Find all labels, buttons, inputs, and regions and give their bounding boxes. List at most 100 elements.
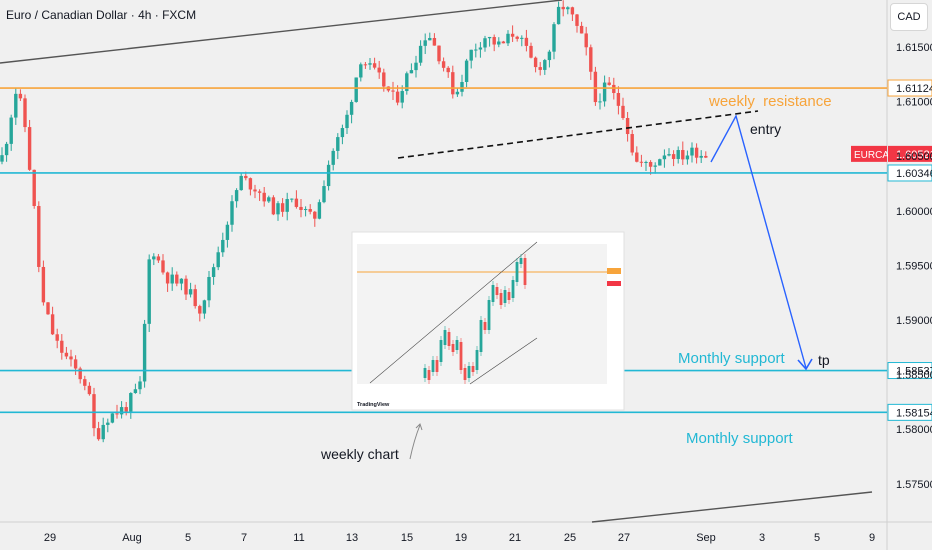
time-axis[interactable]: 29 Aug 5 7 11 13 15 19 21 25 27 Sep 3 5 9	[44, 532, 875, 544]
candle-body	[676, 150, 680, 159]
lower-channel-line	[591, 491, 873, 523]
price-tick-label: 1.60000	[896, 206, 932, 218]
candle-body	[276, 203, 280, 215]
candle-body	[313, 211, 317, 219]
candle-body	[694, 147, 699, 158]
candle-body	[405, 73, 409, 92]
candle-body	[184, 278, 188, 295]
candle-body	[414, 62, 418, 71]
candle-body	[639, 161, 644, 163]
candle-body	[704, 155, 708, 158]
candle-body	[589, 47, 593, 72]
candle-body	[156, 256, 161, 261]
candle-body	[115, 413, 119, 415]
price-axis[interactable]: 1.61500 1.61000 1.60500 1.60000 1.59500 1.590…	[896, 42, 932, 491]
candle-body	[188, 289, 193, 295]
inset-candle-body	[483, 322, 487, 330]
candle-body	[83, 379, 87, 386]
candle-body	[271, 197, 276, 215]
currency-button[interactable]: CAD	[890, 3, 928, 31]
candle-body	[326, 164, 331, 187]
price-tick-label: 1.58500	[896, 370, 932, 382]
channel-lines	[0, 0, 873, 523]
candle-body	[409, 70, 414, 74]
candle-body	[653, 165, 657, 167]
candle-body	[0, 155, 4, 162]
candle-body	[87, 385, 92, 395]
candle-body	[377, 67, 381, 73]
candle-body	[262, 192, 266, 202]
candle-body	[658, 159, 662, 166]
price-tick-label: 1.59500	[896, 260, 932, 272]
time-tick-label: Sep	[696, 532, 716, 544]
candle-body	[211, 267, 216, 277]
candle-body	[497, 41, 501, 45]
candle-body	[280, 203, 285, 212]
candle-body	[575, 14, 579, 26]
inset-candle-body	[515, 262, 519, 282]
candle-body	[451, 72, 455, 95]
candle-body	[621, 105, 625, 119]
candle-body	[119, 407, 124, 415]
inset-candle-body	[443, 330, 447, 345]
candle-body	[648, 161, 653, 167]
inset-candle-body	[447, 332, 451, 346]
candle-body	[593, 71, 598, 103]
inset-candle-body	[459, 342, 463, 370]
candle-body	[478, 47, 483, 50]
monthly-support-label-2: Monthly support	[686, 430, 794, 447]
candle-body	[253, 189, 257, 192]
candle-body	[290, 198, 294, 200]
level-price-label: 1.58154	[896, 407, 932, 419]
candle-body	[248, 178, 253, 190]
candle-body	[193, 289, 197, 307]
candle-body	[543, 60, 547, 70]
candle-body	[552, 24, 556, 52]
price-tick-label: 1.58000	[896, 424, 932, 436]
inset-candle-body	[491, 285, 495, 302]
projection-path	[710, 114, 807, 369]
candle-body	[547, 51, 552, 61]
inset-candle-body	[435, 360, 439, 372]
inset-candle-body	[439, 340, 443, 362]
candle-body	[630, 134, 634, 153]
candle-body	[299, 206, 303, 210]
projection-arrowhead	[797, 358, 813, 371]
time-tick-label: 5	[814, 532, 820, 544]
candle-body	[460, 81, 464, 92]
time-tick-label: 25	[564, 532, 576, 544]
inset-candle-body	[423, 368, 427, 378]
inset-weekly-chart: TradingView	[351, 231, 625, 411]
inset-brand: TradingView	[357, 402, 390, 408]
candle-body	[579, 25, 584, 34]
candle-body	[165, 272, 170, 284]
price-tick-label: 1.59000	[896, 315, 932, 327]
tp-label: tp	[818, 352, 830, 368]
candle-body	[336, 137, 340, 151]
candle-body	[50, 314, 55, 335]
candle-body	[230, 201, 234, 225]
candle-body	[349, 101, 354, 115]
weekly-resistance-label: weekly resistance	[708, 93, 832, 110]
trend-lines	[397, 110, 813, 460]
candle-body	[129, 393, 133, 412]
upper-channel-line	[0, 0, 563, 64]
candle-body	[395, 91, 400, 103]
candle-body	[635, 152, 639, 162]
inset-candle-body	[511, 280, 515, 298]
candle-body	[699, 155, 703, 158]
candle-body	[244, 175, 248, 179]
candle-body	[9, 117, 13, 144]
level-price-label: 1.58537	[896, 366, 932, 378]
level-price-badge	[887, 403, 932, 421]
candle-body	[372, 63, 377, 68]
monthly-support-label-1: Monthly support	[678, 350, 786, 367]
candle-body	[382, 72, 386, 87]
candle-body	[662, 155, 667, 160]
time-tick-label: 5	[185, 532, 191, 544]
candle-body	[18, 93, 23, 99]
time-tick-label: 3	[759, 532, 765, 544]
candle-body	[308, 209, 312, 212]
price-tick-label: 1.61000	[896, 97, 932, 109]
